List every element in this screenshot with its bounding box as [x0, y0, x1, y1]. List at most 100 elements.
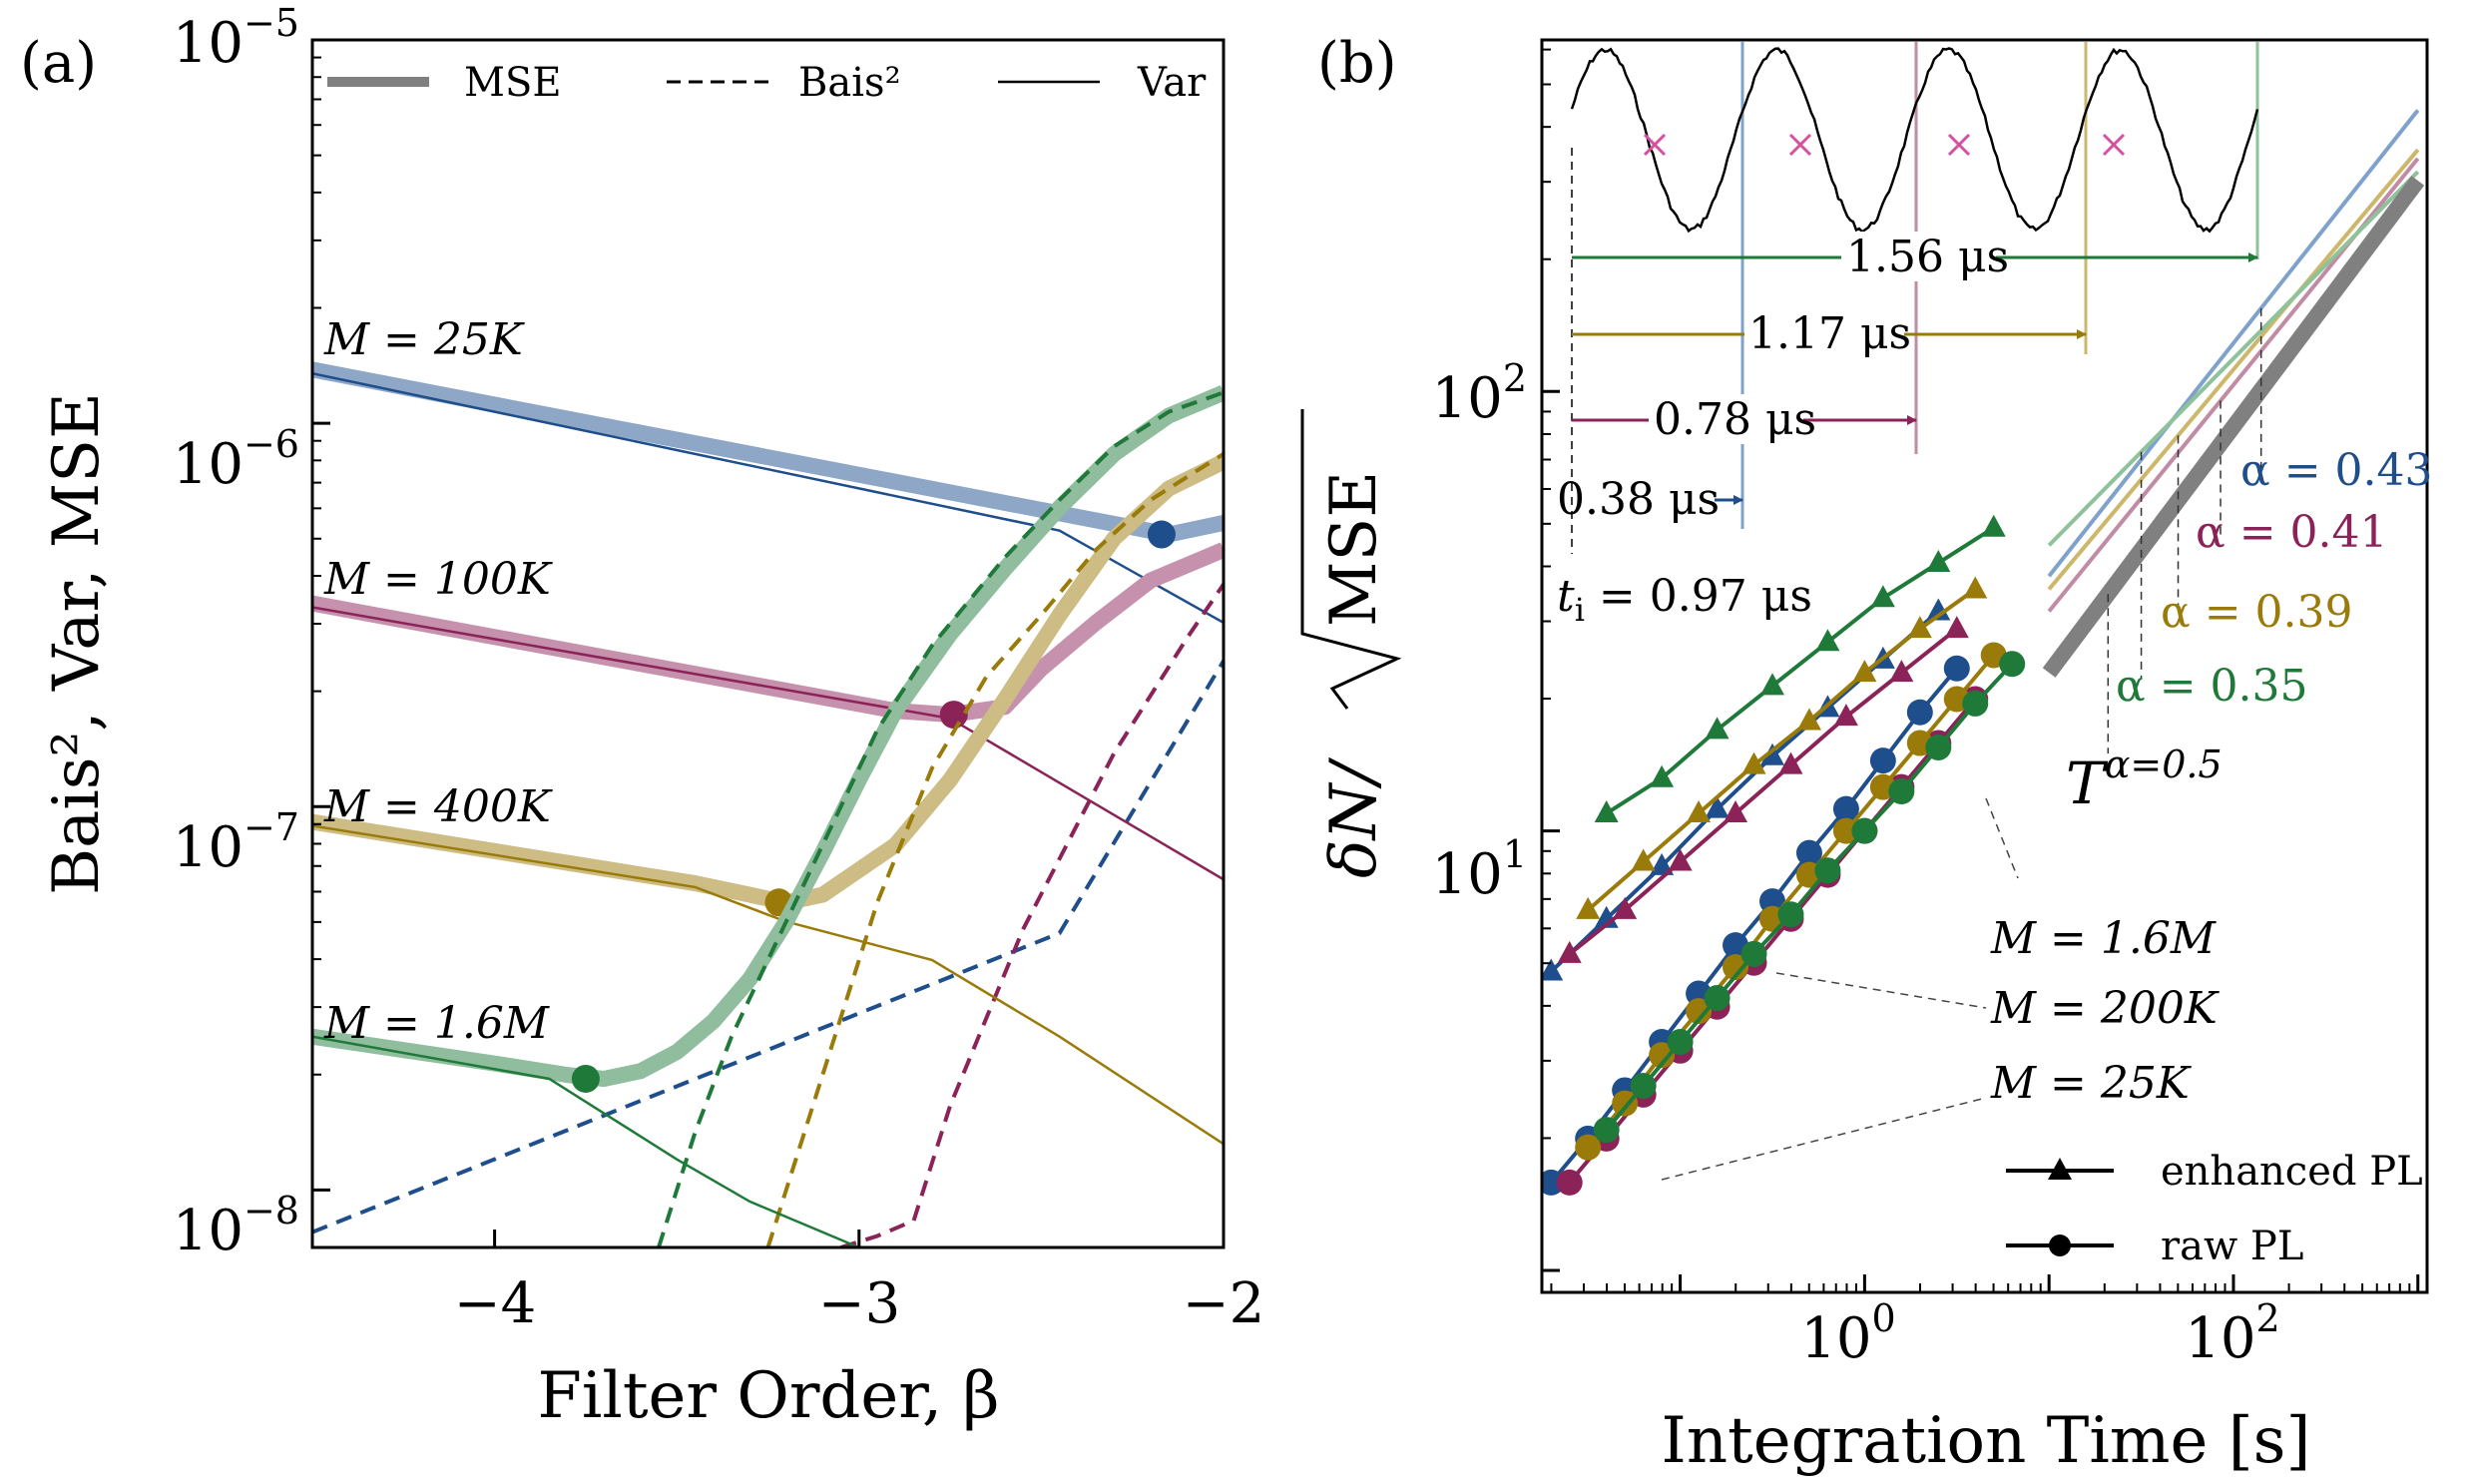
alpha-label-041: α = 0.41 [2196, 507, 2388, 558]
b-ytick-label-1e1: 101 [1432, 832, 1527, 907]
raw-point [1795, 839, 1822, 866]
enhanced-point [1796, 708, 1821, 731]
raw-point [1999, 651, 2026, 678]
panel-a-axes-frame [310, 38, 1226, 1249]
trend-line-3 [2047, 170, 2420, 547]
group-label-1-6m: M = 1.6M [1990, 913, 2217, 964]
pl-trace-signal [1570, 47, 2259, 234]
panel-a: (a) 10−8 10−7 10−6 10−5 −4 −3 −2 Filter … [20, 1, 1264, 1433]
label-1-17us: 1.17 μs [1748, 308, 1911, 359]
label-0-38us: 0.38 μs [1557, 474, 1720, 525]
cross-marker [1947, 133, 1971, 157]
raw-line-2 [1586, 654, 1996, 1149]
mse-curve-2 [312, 454, 1224, 911]
alpha-label-043: α = 0.43 [2240, 445, 2433, 496]
b-ytick-exp-2: 2 [1503, 356, 1527, 400]
a-series-label-100k: M = 100K [323, 554, 553, 605]
b-tick-base: 10 [1432, 366, 1503, 431]
enhanced-point [1613, 896, 1638, 919]
label-ti-base: t [1557, 571, 1575, 622]
cross-marker [1643, 133, 1667, 157]
enhanced-point [1705, 795, 1730, 818]
panel-a-ticks [312, 38, 1226, 1247]
b-legend-enhanced-label: enhanced PL [2161, 1149, 2423, 1195]
raw-point [1556, 1169, 1583, 1196]
label-ti-rest: = 0.97 μs [1585, 571, 1812, 622]
a-legend-bias-label: Bais² [798, 60, 901, 106]
label-ti-sub: i [1575, 591, 1585, 629]
panel-b: (b) 1.56 μs 1.17 μs 0.78 μs 0.3 [1300, 31, 2433, 1478]
raw-point [1925, 734, 1952, 760]
enhanced-point [1741, 751, 1766, 774]
a-series-label-25k: M = 25K [323, 314, 525, 365]
raw-point [1814, 857, 1841, 884]
raw-point [1704, 984, 1730, 1011]
optimum-point-3 [571, 1064, 600, 1093]
b-y-axis-label-part2: MSE [1317, 471, 1391, 627]
b-xtick-label-1e0: 100 [1800, 1296, 1895, 1371]
cross-marker [1788, 133, 1812, 157]
mse-curve-0 [312, 361, 1224, 543]
var-curve-3 [312, 1035, 860, 1247]
enhanced-point [1981, 514, 2006, 537]
raw-point [1869, 747, 1896, 774]
a-ytick-base: 10 [173, 11, 244, 76]
group-label-leaders [1661, 797, 2019, 1181]
raw-point [1851, 817, 1878, 844]
enhanced-point [1944, 616, 1969, 639]
cross-marker [2102, 133, 2126, 157]
b-y-axis-label-part1: δN/ [1317, 756, 1391, 878]
a-xtick-label-m2: −2 [1183, 1271, 1265, 1336]
enhanced-point [1833, 704, 1858, 727]
a-ytick-label-e8: 10−8 [173, 1189, 299, 1263]
enhanced-point [1687, 800, 1712, 823]
b-tick-base: 10 [1432, 842, 1503, 907]
enhanced-point [1650, 764, 1675, 787]
raw-point [1667, 1029, 1694, 1055]
a-legend-mse-label: MSE [464, 60, 562, 106]
bias-curve-2 [765, 452, 1224, 1247]
enhanced-point [1542, 958, 1564, 981]
bias-curve-3 [657, 390, 1224, 1247]
a-ytick-exp-e6: −6 [244, 422, 299, 466]
b-legend-raw-label: raw PL [2161, 1224, 2303, 1269]
group-label-200k: M = 200K [1990, 983, 2220, 1034]
a-ytick-label-e5: 10−5 [173, 1, 299, 76]
trend-line-4 [2042, 176, 2425, 678]
enhanced-point [1594, 800, 1619, 823]
raw-point [1723, 954, 1749, 981]
raw-point [1612, 1090, 1639, 1117]
enhanced-point [1926, 550, 1951, 573]
a-xtick-label-m4: −4 [454, 1271, 537, 1336]
a-ytick-base: 10 [173, 432, 244, 497]
enhanced-point [1963, 576, 1988, 599]
raw-point [1943, 655, 1970, 682]
panel-b-plot-area [1542, 109, 2425, 1196]
svg-text:δN/: δN/ [1317, 756, 1391, 878]
a-ytick-exp-e7: −7 [244, 805, 299, 849]
a-ytick-label-e7: 10−7 [173, 805, 299, 880]
panel-a-label: (a) [20, 31, 97, 96]
power-law-base: T [2066, 749, 2109, 817]
b-xtick-exp-0: 0 [1872, 1296, 1896, 1340]
bias-curve-1 [839, 583, 1224, 1247]
power-law-label: Tα=0.5 [2066, 742, 2223, 817]
mse-curve-3 [312, 385, 1224, 1087]
raw-point [1649, 1042, 1676, 1069]
raw-point [1962, 690, 1989, 717]
panel-b-label: (b) [1317, 31, 1397, 96]
enhanced-point [1631, 848, 1656, 871]
b-tick-base: 10 [2185, 1306, 2255, 1371]
label-ti: ti = 0.97 μs [1557, 571, 1812, 629]
raw-point [1832, 817, 1859, 844]
a-legend: MSE Bais² Var [327, 60, 1207, 106]
group-label-25k: M = 25K [1990, 1058, 2192, 1109]
a-ytick-label-e6: 10−6 [173, 422, 299, 497]
enhanced-point [1576, 896, 1601, 919]
var-curve-2 [312, 824, 1224, 1146]
alpha-label-035: α = 0.35 [2116, 661, 2308, 712]
raw-point [1740, 940, 1767, 967]
power-law-exp: α=0.5 [2105, 742, 2223, 786]
raw-point [1777, 901, 1804, 928]
enhanced-point [1759, 673, 1784, 696]
